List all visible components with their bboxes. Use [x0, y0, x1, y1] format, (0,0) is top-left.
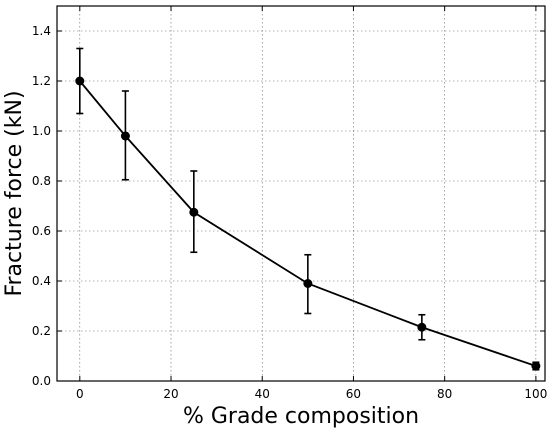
y-tick-label: 1.2	[32, 74, 51, 88]
plot-frame	[56, 5, 546, 382]
data-point	[75, 76, 85, 86]
y-axis-label: Fracture force (kN)	[2, 90, 27, 296]
data-point	[417, 322, 427, 332]
x-tick-label: 40	[255, 387, 270, 401]
x-tick-label: 20	[163, 387, 178, 401]
series-line	[79, 80, 537, 367]
y-tick-label: 0.4	[32, 274, 51, 288]
data-point	[120, 131, 130, 141]
y-tick-label: 1.0	[32, 124, 51, 138]
y-tick-label: 0.0	[32, 374, 51, 388]
data-series	[75, 47, 541, 371]
ticks	[57, 6, 545, 382]
data-point	[531, 361, 541, 371]
y-tick-label: 1.4	[32, 24, 51, 38]
data-point	[303, 279, 313, 288]
y-tick-label: 0.2	[32, 324, 51, 338]
x-tick-label: 80	[437, 387, 452, 401]
x-tick-label: 0	[76, 387, 84, 401]
x-axis-label: % Grade composition	[183, 404, 419, 429]
grid	[57, 6, 545, 382]
y-tick-label: 0.8	[32, 174, 51, 188]
y-tick-label: 0.6	[32, 224, 51, 238]
x-tick-label: 100	[524, 387, 547, 401]
x-tick-label: 60	[346, 387, 361, 401]
tick-labels: 0 20 40 60 80 100 0.0 0.2 0.4 0.6 0.8 1.0 1.2 1.4	[32, 24, 547, 401]
data-point	[189, 207, 199, 217]
